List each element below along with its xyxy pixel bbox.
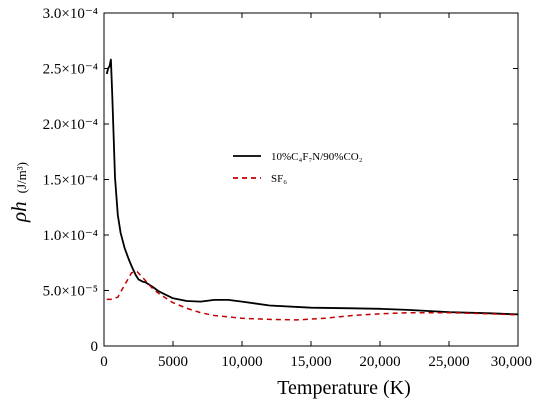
x-tick-label: 15,000 [290,354,331,370]
y-tick-label: 3.0×10⁻⁴ [43,6,98,22]
x-tick-label: 25,000 [428,354,469,370]
x-tick-label: 30,000 [491,354,532,370]
legend: 10%C₄F₇N/90%CO₂ SF₆ [233,151,363,185]
y-tick-label: 2.0×10⁻⁴ [43,117,98,133]
plot-frame [103,12,519,347]
x-tick-label: 10,000 [221,354,262,370]
y-axis-label-symbol: ρh [7,201,31,223]
svg-text:ρh (J/m³): ρh (J/m³) [7,162,31,223]
y-axis-label-unit: (J/m³) [14,162,29,193]
x-axis-label: Temperature (K) [277,377,411,399]
y-tick-label: 2.5×10⁻⁴ [43,62,98,78]
x-tick-label: 20,000 [359,354,400,370]
x-tick-label: 0 [100,354,108,370]
y-tick-label: 5.0×10⁻⁵ [43,284,98,300]
series-layer [105,58,519,321]
y-tick-label: 1.0×10⁻⁴ [43,228,98,244]
y-tick-label: 1.5×10⁻⁴ [43,173,98,189]
x-axis-ticks: 0 5000 10,000 15,000 20,000 25,000 30,000 [100,13,532,370]
y-tick-label: 0 [91,339,99,355]
x-tick-label: 5000 [158,354,188,370]
series-line-c4f7n-co2 [105,58,519,316]
legend-label: SF₆ [271,173,287,185]
y-axis-label: ρh (J/m³) [7,162,31,223]
plot-border [103,12,519,347]
legend-label: 10%C₄F₇N/90%CO₂ [271,151,363,163]
y-axis-ticks: 0 5.0×10⁻⁵ 1.0×10⁻⁴ 1.5×10⁻⁴ 2.0×10⁻⁴ 2.5×10⁻… [43,6,518,355]
